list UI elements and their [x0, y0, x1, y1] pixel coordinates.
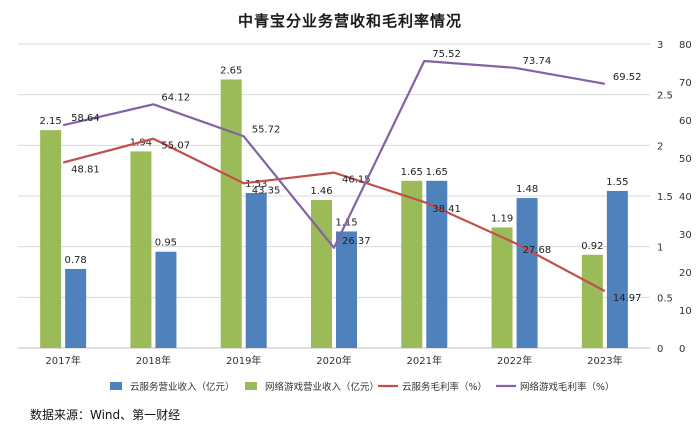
x-axis-tick-label: 2022年 — [497, 354, 532, 367]
line-data-label: 14.97 — [613, 293, 642, 304]
bar-data-label: 1.65 — [401, 167, 423, 178]
bar-data-label: 1.48 — [516, 184, 538, 195]
line-data-label: 75.52 — [432, 49, 461, 60]
right-axis-tick-label: 80 — [679, 40, 692, 51]
series-line — [62, 137, 606, 293]
bar-data-label: 1.46 — [310, 186, 332, 197]
right-axis-tick-label: 30 — [679, 230, 692, 241]
right-axis-tick-label: 0 — [679, 344, 685, 355]
line-data-label: 64.12 — [161, 92, 190, 103]
right-axis-tick-label: 70 — [679, 78, 692, 89]
line-data-label: 55.07 — [161, 141, 190, 152]
bar-data-label: 1.53 — [245, 179, 267, 190]
line-data-label: 26.37 — [342, 236, 371, 247]
bar — [311, 200, 332, 348]
left-axis-tick-label: 0.5 — [657, 293, 673, 304]
x-axis-tick-label: 2018年 — [136, 354, 171, 367]
right-axis-tick-label: 60 — [679, 116, 692, 127]
line-data-label: 73.74 — [523, 56, 552, 67]
left-axis-tick-label: 1.5 — [657, 192, 673, 203]
bar — [245, 192, 267, 348]
right-axis-tick-label: 40 — [679, 192, 692, 203]
left-axis-tick-label: 3 — [657, 40, 663, 51]
right-axis-tick-label: 20 — [679, 268, 692, 279]
bar-data-label: 0.92 — [581, 241, 603, 252]
bar — [65, 268, 87, 348]
right-axis-tick-label: 10 — [679, 306, 692, 317]
bar — [516, 198, 538, 348]
bar — [40, 130, 62, 348]
bar — [220, 79, 242, 348]
bar-data-label: 1.55 — [606, 177, 628, 188]
bar — [130, 151, 152, 348]
bar — [401, 180, 423, 348]
line-data-label: 69.52 — [613, 72, 642, 83]
chart-title: 中青宝分业务营收和毛利率情况 — [237, 12, 462, 30]
left-axis-tick-label: 1 — [657, 243, 663, 254]
x-axis-tick-label: 2019年 — [226, 354, 261, 367]
legend-label: 网络游戏营业收入（亿元） — [265, 381, 379, 393]
bar — [426, 180, 448, 348]
line-data-label: 38.41 — [432, 204, 461, 215]
bar-data-label: 0.78 — [65, 255, 87, 266]
legend-label: 网络游戏毛利率（%） — [520, 381, 615, 393]
legend-label: 云服务毛利率（%） — [402, 381, 487, 393]
left-axis-tick-label: 2 — [657, 141, 663, 152]
series-line — [62, 59, 606, 249]
line-data-label: 46.15 — [342, 175, 371, 186]
left-axis-tick-label: 0 — [657, 344, 663, 355]
line-data-label: 55.72 — [252, 124, 281, 135]
line-data-label: 27.68 — [523, 245, 552, 256]
line-data-label: 43.35 — [252, 185, 281, 196]
x-axis-tick-label: 2023年 — [587, 354, 622, 367]
right-axis-tick-label: 50 — [679, 154, 692, 165]
left-axis-tick-label: 2.5 — [657, 91, 673, 102]
x-axis-tick-label: 2021年 — [407, 354, 442, 367]
bar-data-label: 1.65 — [426, 167, 448, 178]
legend-swatch — [110, 382, 122, 390]
bar — [491, 227, 513, 348]
bar — [155, 251, 177, 348]
bar — [581, 254, 603, 348]
bar — [606, 190, 628, 348]
x-axis-tick-label: 2017年 — [45, 354, 80, 367]
legend-swatch — [245, 382, 257, 390]
x-axis-tick-label: 2020年 — [316, 354, 351, 367]
bar-data-label: 2.15 — [40, 116, 62, 127]
source-note: 数据来源：Wind、第一财经 — [30, 408, 181, 422]
bar-data-label: 1.19 — [491, 213, 513, 224]
bar-data-label: 2.65 — [220, 65, 242, 76]
bar — [336, 231, 357, 348]
legend-label: 云服务营业收入（亿元） — [130, 381, 235, 393]
line-data-label: 48.81 — [71, 165, 100, 176]
bar-data-label: 0.95 — [155, 238, 177, 249]
line-data-label: 58.64 — [71, 113, 100, 124]
